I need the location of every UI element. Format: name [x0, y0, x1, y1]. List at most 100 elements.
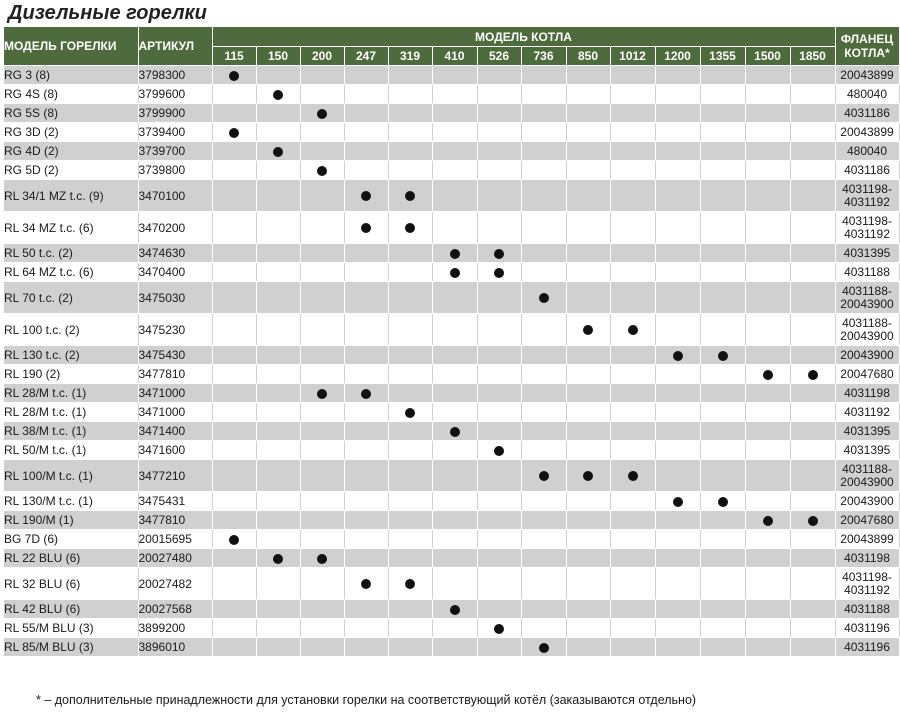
compat-cell	[610, 402, 656, 422]
compat-cell	[432, 281, 478, 314]
article-number: 3799600	[138, 84, 213, 104]
flange-value: 4031188	[844, 601, 890, 616]
compat-cell	[388, 402, 433, 422]
compat-cell	[700, 440, 746, 460]
compat-cell	[344, 402, 389, 422]
compat-cell	[212, 491, 257, 511]
compat-cell	[521, 402, 567, 422]
compat-cell	[344, 529, 389, 549]
compat-cell	[388, 160, 433, 180]
article-number: 3899200	[138, 618, 213, 638]
compat-cell	[610, 141, 656, 161]
compat-cell	[566, 491, 611, 511]
compat-cell	[566, 510, 611, 530]
compat-cell	[432, 211, 478, 244]
compat-cell	[477, 567, 522, 600]
compat-cell	[610, 313, 656, 346]
compat-cell	[655, 313, 701, 346]
compat-cell	[477, 122, 522, 142]
burner-model: RL 42 BLU (6)	[4, 599, 139, 619]
flange-cell: 20043899	[835, 529, 900, 549]
compat-cell	[212, 618, 257, 638]
compatibility-dot-icon	[317, 388, 327, 399]
compat-cell	[477, 345, 522, 365]
compat-cell	[432, 510, 478, 530]
compat-cell	[521, 383, 567, 403]
article-number: 20027480	[138, 548, 213, 568]
compatibility-dot-icon	[273, 146, 283, 157]
compat-cell	[521, 421, 567, 441]
table-row: RL 190 (2) 3477810 20047680	[4, 364, 900, 384]
compat-cell	[477, 281, 522, 314]
compat-cell	[344, 122, 389, 142]
flange-cell: 4031198- 4031192	[835, 567, 900, 600]
article-number: 20027482	[138, 567, 213, 600]
compat-cell	[521, 637, 567, 657]
flange-cell: 20043900	[835, 491, 900, 511]
compat-cell	[212, 84, 257, 104]
compat-cell	[256, 364, 301, 384]
flange-value: 4031196	[844, 639, 890, 654]
compat-cell	[344, 313, 389, 346]
compat-cell	[790, 160, 836, 180]
compat-cell	[566, 141, 611, 161]
table-row: RL 130 t.c. (2) 3475430 20043900	[4, 345, 900, 365]
compat-cell	[300, 141, 345, 161]
compat-cell	[790, 618, 836, 638]
burner-table: МОДЕЛЬ ГОРЕЛКИ АРТИКУЛ МОДЕЛЬ КОТЛА ФЛАН…	[4, 27, 900, 657]
compat-cell	[610, 599, 656, 619]
flange-value: 4031188	[844, 264, 890, 279]
flange-value: 4031188-	[842, 315, 892, 330]
compat-cell	[790, 567, 836, 600]
compat-cell	[700, 84, 746, 104]
compat-cell	[655, 65, 701, 85]
burner-model: RL 50/M t.c. (1)	[4, 440, 139, 460]
compat-cell	[300, 421, 345, 441]
compat-cell	[790, 421, 836, 441]
flange-value: 4031192	[844, 194, 890, 209]
burner-model: BG 7D (6)	[4, 529, 139, 549]
compat-cell	[256, 440, 301, 460]
compatibility-dot-icon	[717, 350, 728, 361]
burner-model: RG 5D (2)	[4, 160, 139, 180]
boiler-col-header: 1355	[700, 46, 746, 66]
compat-cell	[256, 383, 301, 403]
compat-cell	[655, 211, 701, 244]
compat-cell	[344, 345, 389, 365]
table-header: МОДЕЛЬ ГОРЕЛКИ АРТИКУЛ МОДЕЛЬ КОТЛА ФЛАН…	[4, 27, 900, 66]
compat-cell	[212, 440, 257, 460]
table-row: BG 7D (6) 20015695 20043899	[4, 529, 900, 549]
compat-cell	[432, 364, 478, 384]
article-number: 3475431	[138, 491, 213, 511]
article-number: 3475230	[138, 313, 213, 346]
compat-cell	[790, 599, 836, 619]
compat-cell	[745, 618, 791, 638]
compat-cell	[566, 103, 611, 123]
compatibility-dot-icon	[229, 534, 239, 545]
flange-value: 20043900	[840, 347, 894, 362]
compat-cell	[300, 548, 345, 568]
compat-cell	[610, 179, 656, 212]
table-row: RG 5S (8) 3799900 4031186	[4, 103, 900, 123]
compat-cell	[256, 459, 301, 492]
compatibility-dot-icon	[449, 426, 460, 437]
burner-model: RL 100 t.c. (2)	[4, 313, 139, 346]
compat-cell	[256, 281, 301, 314]
compat-cell	[432, 262, 478, 282]
compat-cell	[388, 84, 433, 104]
compat-cell	[745, 211, 791, 244]
compat-cell	[566, 637, 611, 657]
compat-cell	[700, 364, 746, 384]
compat-cell	[521, 281, 567, 314]
burner-model: RL 22 BLU (6)	[4, 548, 139, 568]
compat-cell	[256, 211, 301, 244]
compat-cell	[521, 529, 567, 549]
compat-cell	[745, 548, 791, 568]
compat-cell	[790, 313, 836, 346]
compat-cell	[432, 637, 478, 657]
compat-cell	[477, 529, 522, 549]
compat-cell	[477, 262, 522, 282]
compat-cell	[256, 141, 301, 161]
compat-cell	[212, 548, 257, 568]
compat-cell	[745, 383, 791, 403]
